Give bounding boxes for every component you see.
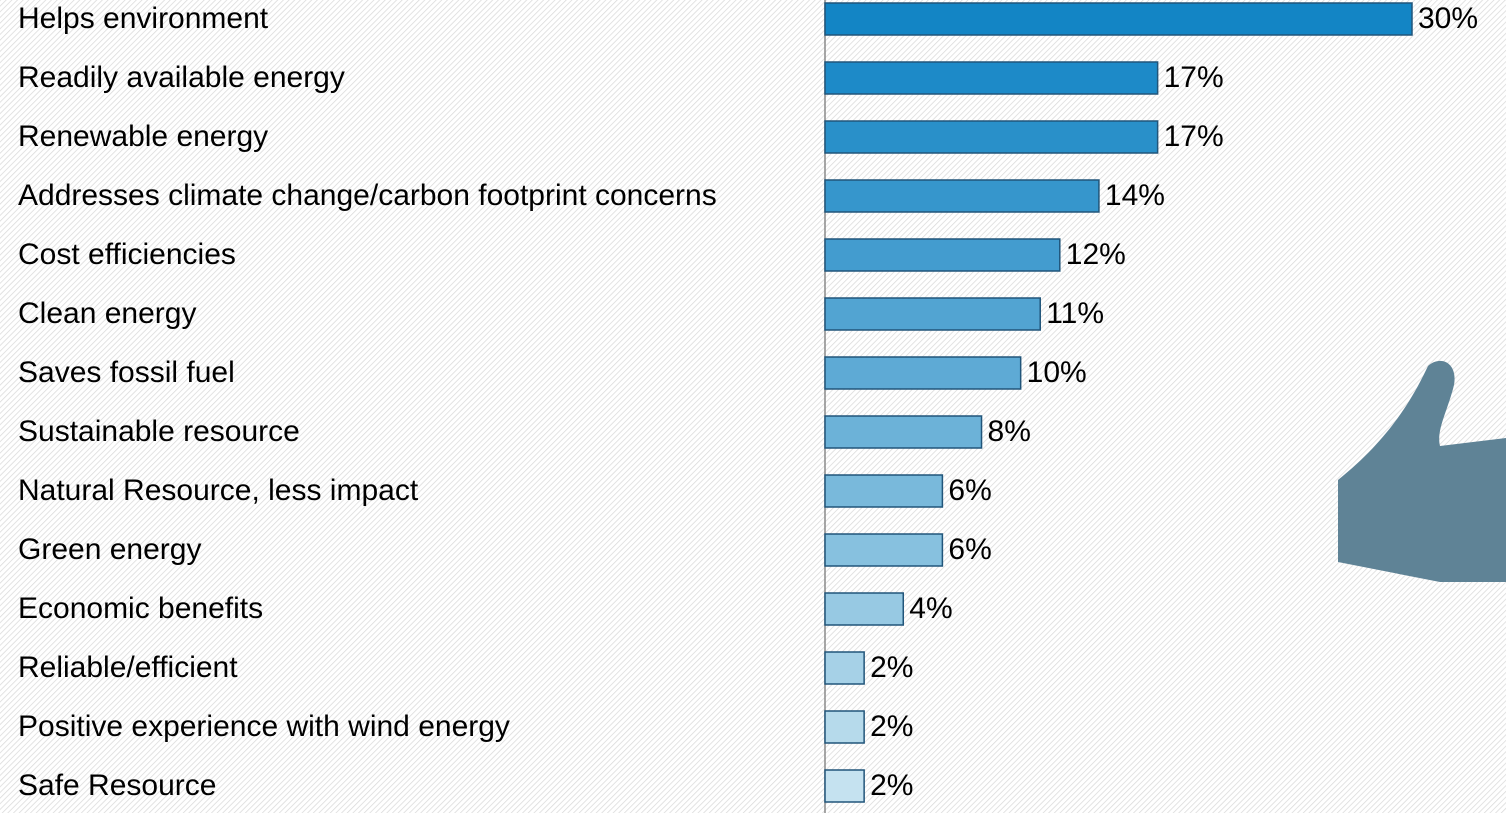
- value-label: 11%: [1046, 297, 1104, 330]
- value-label: 8%: [988, 415, 1031, 448]
- category-label: Cost efficiencies: [18, 238, 236, 271]
- category-label: Natural Resource, less impact: [18, 474, 419, 507]
- bar: [824, 120, 1159, 154]
- category-label: Economic benefits: [18, 592, 263, 625]
- value-label: 12%: [1066, 238, 1126, 271]
- category-label: Safe Resource: [18, 769, 216, 802]
- bar: [824, 710, 865, 744]
- value-label: 6%: [948, 533, 991, 566]
- bar: [824, 61, 1159, 95]
- category-label: Reliable/efficient: [18, 651, 238, 684]
- value-label: 2%: [870, 769, 913, 802]
- category-label: Saves fossil fuel: [18, 356, 235, 389]
- value-label: 2%: [870, 651, 913, 684]
- category-label: Addresses climate change/carbon footprin…: [18, 179, 717, 212]
- bar: [824, 769, 865, 803]
- bar: [824, 533, 944, 567]
- thumbs-up-icon: [1338, 360, 1506, 582]
- bar: [824, 415, 983, 449]
- value-label: 17%: [1164, 61, 1224, 94]
- value-label: 4%: [909, 592, 952, 625]
- category-label: Sustainable resource: [18, 415, 300, 448]
- bar: [824, 474, 944, 508]
- value-label: 17%: [1164, 120, 1224, 153]
- value-label: 30%: [1418, 2, 1478, 35]
- value-label: 2%: [870, 710, 913, 743]
- category-label: Readily available energy: [18, 61, 345, 94]
- category-label: Green energy: [18, 533, 201, 566]
- bar: [824, 356, 1022, 390]
- category-label: Helps environment: [18, 2, 269, 35]
- bar: [824, 651, 865, 685]
- category-label: Positive experience with wind energy: [18, 710, 510, 743]
- category-label: Clean energy: [18, 297, 196, 330]
- category-label: Renewable energy: [18, 120, 268, 153]
- value-label: 14%: [1105, 179, 1165, 212]
- value-label: 10%: [1027, 356, 1087, 389]
- value-label: 6%: [948, 474, 991, 507]
- bar: [824, 179, 1100, 213]
- bar: [824, 238, 1061, 272]
- bar: [824, 2, 1413, 36]
- bar: [824, 297, 1041, 331]
- bar: [824, 592, 905, 626]
